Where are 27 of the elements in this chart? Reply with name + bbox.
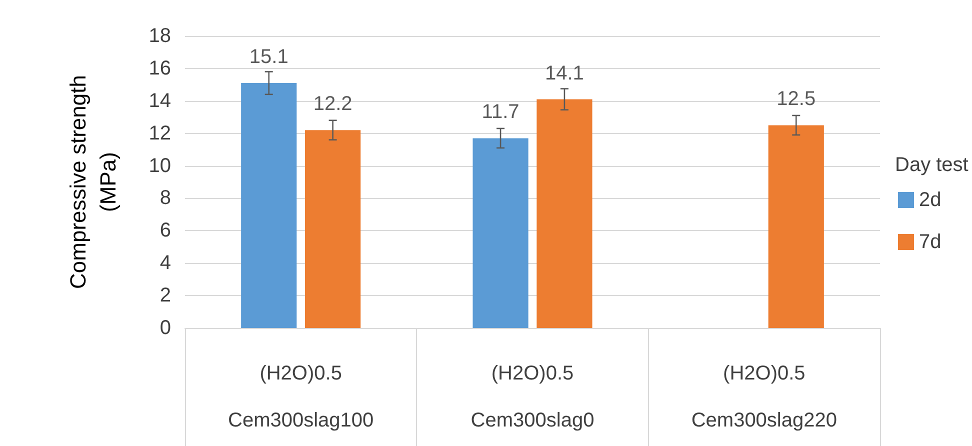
y-tick-label: 10 [148, 154, 171, 177]
y-tick-label: 12 [148, 122, 171, 144]
data-label: 14.1 [545, 62, 584, 84]
y-tick-label: 4 [160, 252, 171, 274]
bar [241, 83, 297, 328]
data-label: 11.7 [482, 101, 520, 124]
bar [472, 138, 528, 328]
legend-title: Day test [895, 154, 969, 176]
bar [768, 125, 824, 328]
y-tick-label: 18 [148, 25, 171, 47]
category-label: (H2O)0.5 Cem300slag0 [470, 362, 594, 432]
y-tick-label: 0 [160, 317, 171, 339]
data-label: 12.2 [313, 93, 352, 116]
y-axis-title: Compressive strength (MPa) [66, 75, 120, 289]
legend-label: 7d [919, 231, 942, 253]
y-tick-label: 2 [160, 284, 171, 307]
y-tick-label: 16 [148, 57, 171, 80]
y-tick-label: 14 [148, 90, 171, 112]
data-label: 15.1 [249, 46, 288, 68]
category-label: (H2O)0.5 Cem300slag220 [691, 362, 837, 432]
category-label: (H2O)0.5 Cem300slag100 [228, 362, 374, 432]
legend-label: 2d [919, 189, 942, 211]
bar [536, 99, 592, 328]
data-label: 12.5 [776, 88, 816, 110]
y-tick-label: 6 [160, 220, 171, 242]
bar [305, 130, 361, 328]
y-tick-label: 8 [160, 187, 171, 210]
